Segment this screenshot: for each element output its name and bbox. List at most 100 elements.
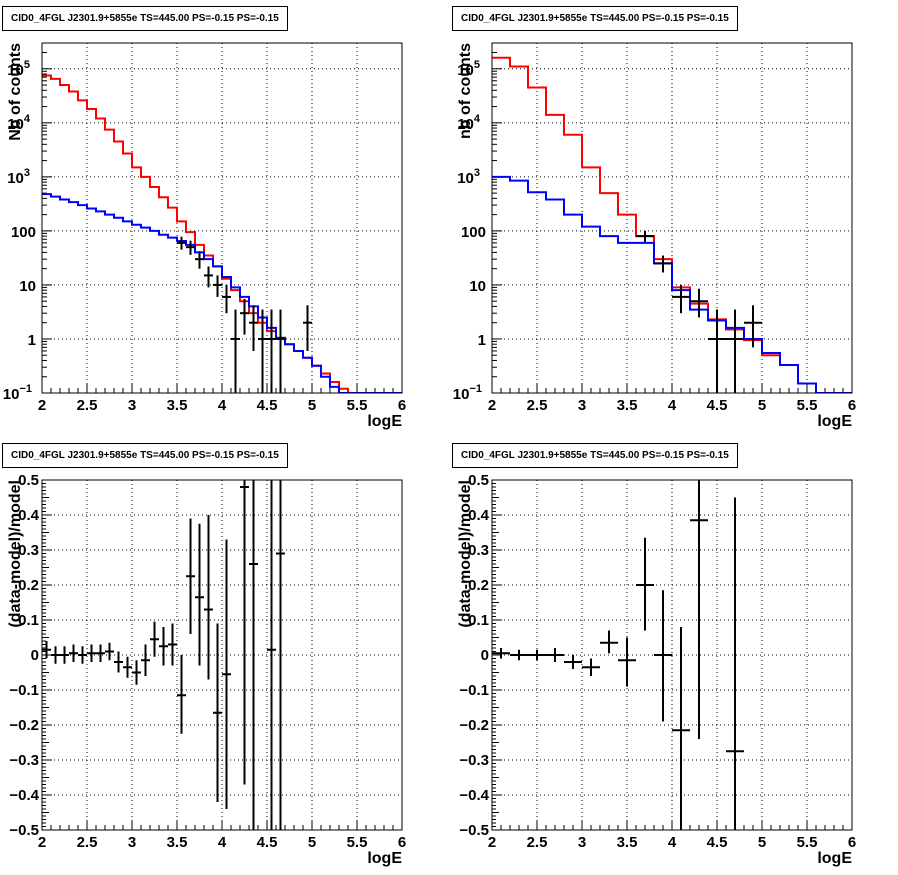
plot-frame: [41, 42, 403, 394]
y-tick-label: 0.4: [468, 507, 490, 524]
y-tick-label: 100: [11, 224, 36, 241]
x-tick-label: 5: [308, 397, 316, 414]
panel-1-title: CID0_4FGL J2301.9+5855e TS=445.00 PS=-0.…: [2, 6, 288, 31]
plot-area: [492, 480, 744, 830]
data-point: [132, 660, 141, 685]
x-tick-label: 5: [758, 397, 766, 414]
x-axis-label: logE: [367, 850, 402, 867]
data-point: [249, 305, 258, 351]
data-point: [177, 655, 186, 734]
x-axis-label: logE: [817, 850, 852, 867]
data-point: [240, 480, 249, 785]
y-tick-label: −0.4: [9, 787, 39, 804]
data-point: [654, 255, 672, 273]
x-tick-label: 3: [128, 397, 136, 414]
y-tick-label: −0.3: [9, 752, 39, 769]
plot-frame: [491, 479, 853, 831]
y-tick-label: 100: [461, 224, 486, 241]
x-tick-label: 2: [38, 397, 46, 414]
y-tick-label: 1: [478, 332, 486, 349]
x-tick-label: 3: [578, 397, 586, 414]
series-red-line: [492, 56, 852, 393]
data-point: [744, 305, 762, 348]
plot-area: [42, 480, 285, 830]
data-point: [177, 236, 186, 250]
y-tick-label: 0.2: [468, 577, 489, 594]
data-point: [690, 288, 708, 318]
data-point: [159, 627, 168, 666]
y-tick-label: 0.5: [18, 472, 39, 489]
x-tick-label: 2.5: [77, 397, 98, 414]
y-tick-label: −0.5: [9, 822, 39, 839]
data-point: [303, 305, 312, 351]
data-point: [690, 480, 708, 739]
data-point: [186, 518, 195, 634]
x-tick-label: 2.5: [77, 834, 98, 851]
data-point: [186, 240, 195, 255]
data-point: [51, 646, 60, 664]
x-tick-label: 3.5: [617, 397, 638, 414]
data-point: [672, 284, 690, 314]
x-tick-label: 4: [218, 397, 227, 414]
data-point: [87, 644, 96, 662]
y-tick-label: 1: [28, 332, 36, 349]
data-point: [69, 644, 78, 662]
x-tick-label: 5.5: [347, 397, 368, 414]
y-tick-label: 10−1: [3, 383, 32, 403]
data-point: [123, 656, 132, 678]
data-point: [240, 298, 249, 335]
data-point: [600, 630, 618, 654]
x-tick-label: 4.5: [257, 397, 278, 414]
data-point: [276, 309, 285, 393]
panel-2-title: CID0_4FGL J2301.9+5855e TS=445.00 PS=-0.…: [452, 6, 738, 31]
x-axis-label: logE: [367, 413, 402, 430]
y-tick-label: 0: [481, 647, 489, 664]
data-point: [213, 275, 222, 297]
data-point: [213, 623, 222, 802]
x-tick-label: 5: [758, 834, 766, 851]
panel-2: 2 2.5 3 3.5 4 4.5 5 5.5 610−1110100103104105logE…: [453, 42, 856, 430]
data-point: [636, 537, 654, 631]
data-point: [708, 309, 726, 393]
panel-3: 2 2.5 3 3.5 4 4.5 5 5.5 6 −0.5 −0.4 −0.3 −0.2 −0.1 0 0.…: [7, 472, 406, 867]
y-tick-label: −0.3: [459, 752, 489, 769]
data-point: [726, 309, 744, 393]
x-tick-label: 5: [308, 834, 316, 851]
data-point: [150, 621, 159, 657]
panel-4-title: CID0_4FGL J2301.9+5855e TS=445.00 PS=-0.…: [452, 443, 738, 468]
y-tick-label: 0.5: [468, 472, 489, 489]
x-tick-label: 2.5: [527, 397, 548, 414]
y-axis-label: Nb of counts: [7, 43, 24, 141]
x-tick-label: 6: [848, 397, 856, 414]
x-tick-label: 3.5: [617, 834, 638, 851]
x-tick-label: 2: [488, 397, 496, 414]
y-tick-label: 0.4: [18, 507, 40, 524]
data-point: [114, 651, 123, 673]
x-axis-label: logE: [817, 413, 852, 430]
x-tick-label: 5.5: [797, 834, 818, 851]
x-tick-label: 4: [218, 834, 227, 851]
data-point: [96, 644, 105, 662]
data-point: [222, 284, 231, 314]
series-blue-line: [492, 175, 852, 393]
data-point: [60, 646, 69, 664]
data-point: [105, 642, 114, 661]
y-tick-label: 0.3: [468, 542, 489, 559]
data-point: [546, 648, 564, 662]
panel-1: 2 2.5 3 3.5 4 4.5 5 5.5 610−1110100103104105logE…: [3, 42, 406, 430]
data-point: [267, 480, 276, 830]
data-point: [249, 480, 258, 830]
data-point: [510, 649, 528, 661]
y-tick-label: 0.1: [18, 612, 39, 629]
y-tick-label: 0.2: [18, 577, 39, 594]
y-tick-label: 103: [7, 167, 30, 187]
data-point: [672, 627, 690, 830]
x-tick-label: 3.5: [167, 834, 188, 851]
data-point: [204, 266, 213, 288]
data-point: [42, 641, 51, 659]
data-point: [258, 309, 267, 393]
x-tick-label: 5.5: [797, 397, 818, 414]
data-point: [276, 480, 285, 830]
x-tick-label: 2: [488, 834, 496, 851]
data-point: [204, 515, 213, 680]
